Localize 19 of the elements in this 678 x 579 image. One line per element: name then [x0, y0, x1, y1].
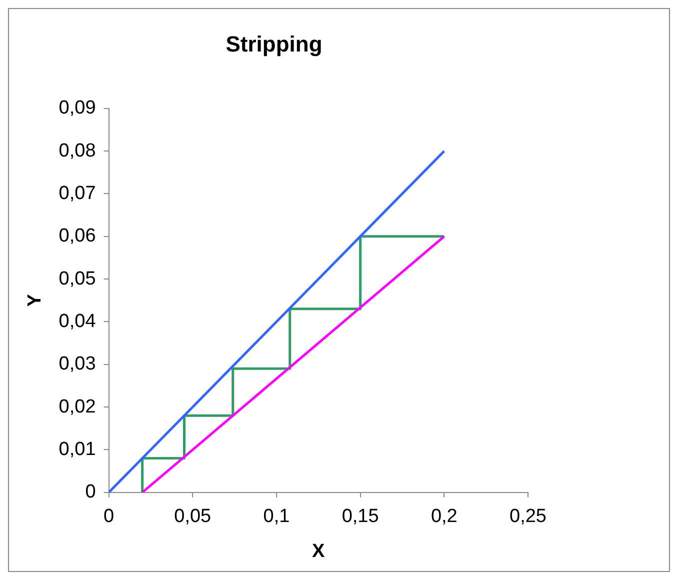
- x-tick-label: 0,15: [342, 506, 379, 528]
- y-tick-label: 0,07: [58, 182, 96, 204]
- y-tick-label: 0,04: [58, 310, 96, 332]
- y-tick-label: 0: [85, 482, 96, 503]
- y-tick-label: 0,09: [58, 98, 96, 119]
- x-tick-label: 0,25: [510, 506, 546, 528]
- x-tick-label: 0: [103, 506, 114, 528]
- y-axis-title: Y: [24, 294, 46, 307]
- x-tick-label: 0,1: [263, 506, 290, 528]
- y-tick-label: 0,06: [58, 226, 96, 247]
- x-tick-label: 0,2: [430, 506, 458, 528]
- y-tick-label: 0,01: [58, 438, 96, 460]
- y-tick-label: 0,02: [58, 396, 96, 418]
- x-tick-label: 0,05: [174, 506, 212, 528]
- y-tick-label: 0,03: [58, 354, 96, 375]
- chart-title: Stripping: [226, 31, 322, 56]
- y-tick-label: 0,08: [58, 140, 96, 162]
- x-axis-title: X: [312, 540, 326, 562]
- y-tick-label: 0,05: [58, 268, 96, 290]
